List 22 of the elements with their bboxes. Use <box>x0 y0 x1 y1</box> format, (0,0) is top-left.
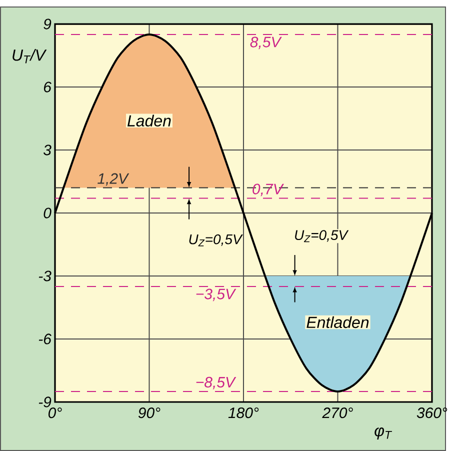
annotation: Laden <box>128 114 171 126</box>
annotation: U$_{Z}$=0,5V <box>295 230 349 242</box>
ref-line-label: −3,5V <box>196 288 236 302</box>
y-tick-label: 0 <box>44 208 52 218</box>
ref-line-label: −8,5V <box>196 376 236 390</box>
y-tick-label: -9 <box>38 396 52 408</box>
x-tick-label: 180° <box>228 408 259 418</box>
ref-line-label: 1,2V <box>98 173 130 186</box>
x-tick-label: 270° <box>322 408 353 418</box>
y-tick-label: 3 <box>44 144 52 156</box>
y-axis-title: U$_{T}$/V <box>12 49 47 64</box>
x-axis-title: φ$_{T}$ <box>374 428 392 440</box>
annotation: Entladen <box>306 316 369 328</box>
y-tick-label: 6 <box>44 82 52 92</box>
x-tick-label: 90° <box>138 408 160 418</box>
ref-line-label: 8,5V <box>250 36 282 50</box>
y-tick-label: -3 <box>38 270 52 282</box>
y-tick-label: -6 <box>38 334 52 344</box>
y-tick-label: 9 <box>44 18 52 30</box>
annotation: U$_{Z}$=0,5V <box>189 234 243 246</box>
x-tick-label: 0° <box>48 408 62 418</box>
ref-line-label: 0,7V <box>252 184 284 196</box>
